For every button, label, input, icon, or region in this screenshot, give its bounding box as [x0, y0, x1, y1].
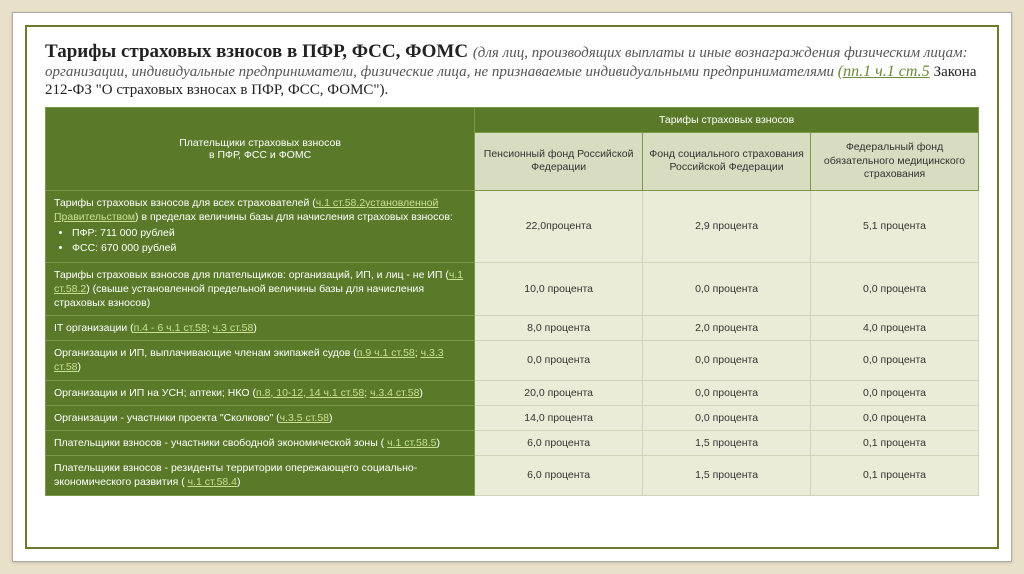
row-label-text: ) (свыше установленной предельной величи…	[54, 283, 424, 309]
col-foms-header: Федеральный фонд обязательного медицинск…	[811, 133, 979, 191]
col-pfr-header: Пенсионный фонд Российской Федерации	[475, 133, 643, 191]
cell-foms: 4,0 процента	[811, 316, 979, 341]
row-law-link[interactable]: ч.1 ст.58.4	[188, 476, 237, 488]
row-law-link[interactable]: п.9 ч.1 ст.58	[357, 347, 415, 359]
row-bullets: ПФР: 711 000 рублейФСС: 670 000 рублей	[72, 226, 466, 255]
table-body: Тарифы страховых взносов для всех страхо…	[46, 190, 979, 495]
row-label-text: Плательщики взносов - участники свободно…	[54, 437, 387, 449]
row-law-link[interactable]: п.4 - 6 ч.1 ст.58	[134, 322, 207, 334]
row-label-text: )	[329, 412, 333, 424]
row-law-link[interactable]: ч.3.5 ст.58	[280, 412, 329, 424]
cell-foms: 0,1 процента	[811, 456, 979, 495]
cell-pfr: 0,0 процента	[475, 341, 643, 380]
cell-fss: 0,0 процента	[643, 262, 811, 316]
col-fss-header: Фонд социального страхования Российской …	[643, 133, 811, 191]
title-main: Тарифы страховых взносов в ПФР, ФСС, ФОМ…	[45, 41, 473, 62]
row-label-text: )	[419, 387, 423, 399]
row-label-text: )	[78, 361, 82, 373]
cell-foms: 0,0 процента	[811, 262, 979, 316]
title-law-link[interactable]: (пп.1 ч.1 ст.5	[838, 63, 930, 80]
row-law-link[interactable]: ч.1 ст.58.2	[316, 197, 365, 209]
row-label-text: IT организации (	[54, 322, 134, 334]
content-frame: Тарифы страховых взносов в ПФР, ФСС, ФОМ…	[25, 25, 999, 549]
cell-pfr: 6,0 процента	[475, 456, 643, 495]
cell-fss: 1,5 процента	[643, 430, 811, 455]
row-label-text: ) в пределах	[135, 211, 199, 223]
row-label-text: величины базы для начисления страховых в…	[199, 211, 453, 223]
row-label-text: Тарифы страховых взносов для всех страхо…	[54, 197, 316, 209]
row-label: Плательщики взносов - резиденты территор…	[46, 456, 475, 495]
col-payers-header: Плательщики страховых взносов в ПФР, ФСС…	[46, 108, 475, 191]
cell-fss: 1,5 процента	[643, 456, 811, 495]
cell-fss: 2,9 процента	[643, 190, 811, 262]
cell-fss: 2,0 процента	[643, 316, 811, 341]
cell-foms: 0,0 процента	[811, 380, 979, 405]
cell-pfr: 8,0 процента	[475, 316, 643, 341]
table-row: Тарифы страховых взносов для плательщико…	[46, 262, 979, 316]
row-label: IT организации (п.4 - 6 ч.1 ст.58; ч.3 с…	[46, 316, 475, 341]
row-label: Тарифы страховых взносов для всех страхо…	[46, 190, 475, 262]
table-row: Организации и ИП на УСН; аптеки; НКО (п.…	[46, 380, 979, 405]
cell-pfr: 20,0 процента	[475, 380, 643, 405]
row-label: Организации - участники проекта "Сколков…	[46, 405, 475, 430]
row-label: Тарифы страховых взносов для плательщико…	[46, 262, 475, 316]
tariffs-table: Плательщики страховых взносов в ПФР, ФСС…	[45, 107, 979, 496]
cell-foms: 0,0 процента	[811, 405, 979, 430]
row-label-text: Организации и ИП, выплачивающие членам э…	[54, 347, 357, 359]
table-row: IT организации (п.4 - 6 ч.1 ст.58; ч.3 с…	[46, 316, 979, 341]
cell-foms: 5,1 процента	[811, 190, 979, 262]
row-law-link[interactable]: п.8, 10-12, 14 ч.1 ст.58	[256, 387, 364, 399]
row-label: Плательщики взносов - участники свободно…	[46, 430, 475, 455]
cell-fss: 0,0 процента	[643, 341, 811, 380]
table-row: Организации и ИП, выплачивающие членам э…	[46, 341, 979, 380]
row-law-link[interactable]: ч.3.4 ст.58	[370, 387, 419, 399]
row-label-text: )	[237, 476, 241, 488]
cell-pfr: 10,0 процента	[475, 262, 643, 316]
list-item: ПФР: 711 000 рублей	[72, 226, 466, 240]
row-label-text: Организации - участники проекта "Сколков…	[54, 412, 280, 424]
cell-foms: 0,1 процента	[811, 430, 979, 455]
title-block: Тарифы страховых взносов в ПФР, ФСС, ФОМ…	[45, 41, 979, 99]
cell-pfr: 14,0 процента	[475, 405, 643, 430]
row-label: Организации и ИП, выплачивающие членам э…	[46, 341, 475, 380]
cell-foms: 0,0 процента	[811, 341, 979, 380]
row-law-link[interactable]: ч.3 ст.58	[213, 322, 254, 334]
row-label-text: )	[437, 437, 441, 449]
row-label: Организации и ИП на УСН; аптеки; НКО (п.…	[46, 380, 475, 405]
cell-fss: 0,0 процента	[643, 405, 811, 430]
table-row: Организации - участники проекта "Сколков…	[46, 405, 979, 430]
row-label-text: Тарифы страховых взносов для плательщико…	[54, 269, 449, 281]
cell-pfr: 6,0 процента	[475, 430, 643, 455]
row-label-text: )	[253, 322, 257, 334]
table-row: Плательщики взносов - резиденты территор…	[46, 456, 979, 495]
table-row: Тарифы страховых взносов для всех страхо…	[46, 190, 979, 262]
cell-pfr: 22,0процента	[475, 190, 643, 262]
slide-frame: Тарифы страховых взносов в ПФР, ФСС, ФОМ…	[12, 12, 1012, 562]
cell-fss: 0,0 процента	[643, 380, 811, 405]
row-label-text: Организации и ИП на УСН; аптеки; НКО (	[54, 387, 256, 399]
list-item: ФСС: 670 000 рублей	[72, 241, 466, 255]
col-tariffs-header: Тарифы страховых взносов	[475, 108, 979, 133]
row-law-link[interactable]: ч.1 ст.58.5	[387, 437, 436, 449]
table-row: Плательщики взносов - участники свободно…	[46, 430, 979, 455]
